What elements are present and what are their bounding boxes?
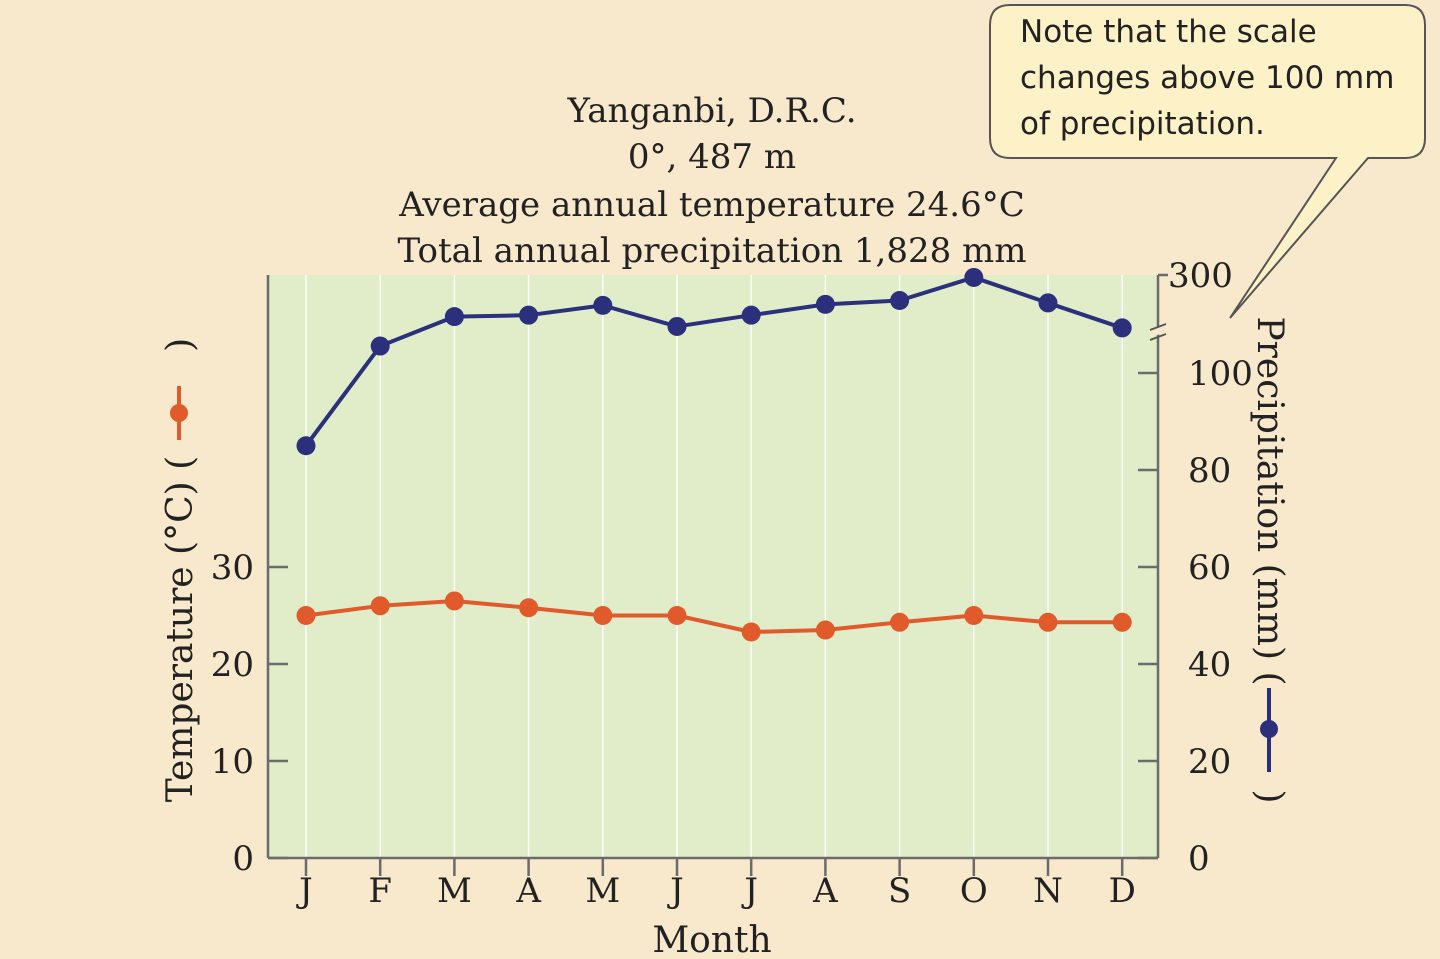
right-tick-label: 40 xyxy=(1188,645,1231,685)
temperature-line xyxy=(305,598,1123,634)
x-tick-label: O xyxy=(960,871,988,911)
precipitation-point xyxy=(964,267,984,287)
scale-break-icon xyxy=(1148,323,1168,341)
x-tick-label: M xyxy=(437,871,472,911)
left-tick-label: 30 xyxy=(211,548,254,588)
x-tick-label: F xyxy=(368,871,392,911)
right-tick-label: 60 xyxy=(1188,548,1231,588)
left-axis-title-close: ) xyxy=(160,338,201,352)
temperature-point xyxy=(890,612,910,632)
temperature-point xyxy=(815,620,835,640)
precipitation-line xyxy=(304,275,1123,447)
x-tick-label: A xyxy=(812,871,838,911)
temperature-point xyxy=(667,606,687,625)
plot-area xyxy=(268,275,1158,858)
precipitation-point xyxy=(444,307,464,327)
x-tick-label: J xyxy=(741,871,758,911)
scale-note-callout: Note that the scale changes above 100 mm… xyxy=(989,4,1426,319)
right-tick-label: 300 xyxy=(1168,256,1233,296)
chart-title-line-3: Average annual temperature 24.6°C xyxy=(398,185,1025,225)
vertical-gridlines xyxy=(305,275,1123,858)
left-axis-title-text: Temperature (°C) ( xyxy=(160,456,201,802)
right-tick-label: 0 xyxy=(1188,839,1210,879)
callout-line-1: Note that the scale xyxy=(1020,14,1317,50)
chart-title: Yanganbi, D.R.C. 0°, 487 m Average annua… xyxy=(398,91,1027,271)
precipitation-point xyxy=(519,305,539,325)
precipitation-point xyxy=(1038,293,1058,313)
left-axis-ticks: 0 10 20 30 xyxy=(211,548,288,879)
x-tick-label: J xyxy=(296,871,313,911)
temperature-point xyxy=(296,606,316,625)
precipitation-point xyxy=(593,295,613,315)
x-tick-label: D xyxy=(1109,871,1136,911)
x-tick-label: N xyxy=(1033,871,1063,911)
left-tick-label: 10 xyxy=(211,742,254,782)
precipitation-point xyxy=(741,305,761,325)
left-tick-label: 20 xyxy=(211,645,254,685)
callout-line-3: of precipitation. xyxy=(1020,106,1265,142)
temperature-point xyxy=(519,598,539,618)
x-tick-label: A xyxy=(515,871,541,911)
right-tick-label: 100 xyxy=(1188,354,1253,394)
chart-title-line-2: 0°, 487 m xyxy=(628,137,796,177)
temperature-point xyxy=(370,596,390,616)
chart-title-line-4: Total annual precipitation 1,828 mm xyxy=(398,231,1027,271)
chart-title-line-1: Yanganbi, D.R.C. xyxy=(566,91,856,131)
svg-text:Temperature (°C) (​): Temperature (°C) (​) xyxy=(160,338,201,802)
precipitation-point xyxy=(667,316,687,336)
right-axis-title: Precipitation (mm) (​) xyxy=(1249,316,1290,803)
temperature-point xyxy=(1038,612,1058,632)
temperature-point xyxy=(741,622,761,642)
right-axis-title-text: Precipitation (mm) ( xyxy=(1249,316,1290,685)
svg-text:Precipitation (mm) (​): Precipitation (mm) (​) xyxy=(1249,316,1290,803)
left-axis-title: Temperature (°C) (​) xyxy=(160,338,201,802)
x-tick-label: M xyxy=(585,871,620,911)
precipitation-point xyxy=(370,336,390,356)
temperature-point xyxy=(593,606,613,625)
x-axis-title: Month xyxy=(652,920,771,959)
right-axis-title-close: ) xyxy=(1249,790,1290,804)
x-tick-label: S xyxy=(888,871,911,911)
series-layer xyxy=(296,267,1132,642)
precipitation-point xyxy=(815,294,835,314)
callout-line-2: changes above 100 mm xyxy=(1020,60,1394,96)
temperature-point xyxy=(964,606,984,625)
precipitation-point xyxy=(296,436,316,456)
left-tick-label: 0 xyxy=(232,839,254,879)
precipitation-point xyxy=(890,290,910,310)
temperature-legend-key xyxy=(170,386,188,440)
callout-bubble xyxy=(989,4,1426,319)
temperature-point xyxy=(444,591,464,611)
x-tick-label: J xyxy=(667,871,684,911)
precipitation-point xyxy=(1112,318,1132,338)
temperature-point xyxy=(1112,612,1132,632)
right-tick-label: 80 xyxy=(1188,451,1231,491)
right-tick-label: 20 xyxy=(1188,742,1231,782)
precipitation-legend-key xyxy=(1260,688,1278,772)
right-axis-ticks: 0 20 40 60 80 100 300 xyxy=(1138,256,1253,879)
